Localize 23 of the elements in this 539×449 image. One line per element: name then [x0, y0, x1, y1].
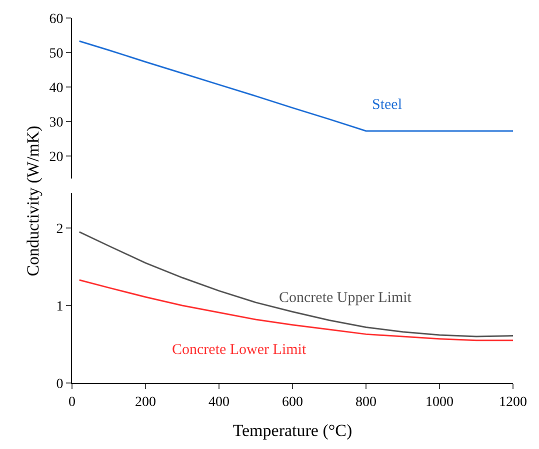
- y-tick-label: 50: [49, 46, 64, 62]
- x-axis-title: Temperature (°C): [232, 421, 352, 440]
- x-tick-label: 0: [68, 394, 76, 410]
- series-label: Steel: [372, 97, 402, 113]
- y-tick-label: 20: [49, 150, 64, 166]
- y-tick-label: 1: [56, 299, 64, 314]
- x-tick-label: 200: [135, 394, 156, 410]
- line-series: [78, 40, 513, 132]
- y-tick-label: 60: [49, 12, 64, 27]
- x-tick-label: 400: [208, 394, 230, 410]
- y-tick-label: 2: [56, 222, 64, 237]
- x-tick-label: 600: [282, 394, 303, 410]
- series-label: Concrete Upper Limit: [279, 290, 412, 306]
- line-series: [78, 231, 513, 338]
- x-tick-label: 800: [356, 394, 376, 410]
- y-tick-label: 0: [56, 376, 64, 392]
- x-tick-label: 1200: [499, 394, 527, 410]
- y-axis-title: Conductivity (W/mK): [23, 126, 42, 276]
- series-label: Concrete Lower Limit: [172, 342, 307, 358]
- y-tick-label: 40: [49, 80, 64, 96]
- line-series: [78, 279, 513, 342]
- y-tick-label: 30: [49, 116, 64, 131]
- x-tick-label: 1000: [426, 394, 454, 410]
